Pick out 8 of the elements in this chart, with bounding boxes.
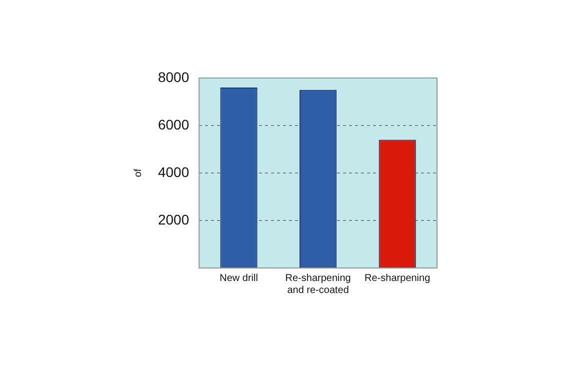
y-tick-label: 6000 (158, 116, 190, 132)
y-axis-title: of (132, 168, 144, 178)
y-tick-label: 2000 (158, 211, 190, 228)
x-tick-label: New drill (220, 272, 258, 284)
x-tick-label: Re-sharpening and re-coated (285, 272, 351, 296)
x-tick-label: Re-sharpening (364, 272, 430, 284)
y-tick-label: 8000 (158, 68, 190, 85)
y-tick-label: 4000 (158, 164, 190, 180)
